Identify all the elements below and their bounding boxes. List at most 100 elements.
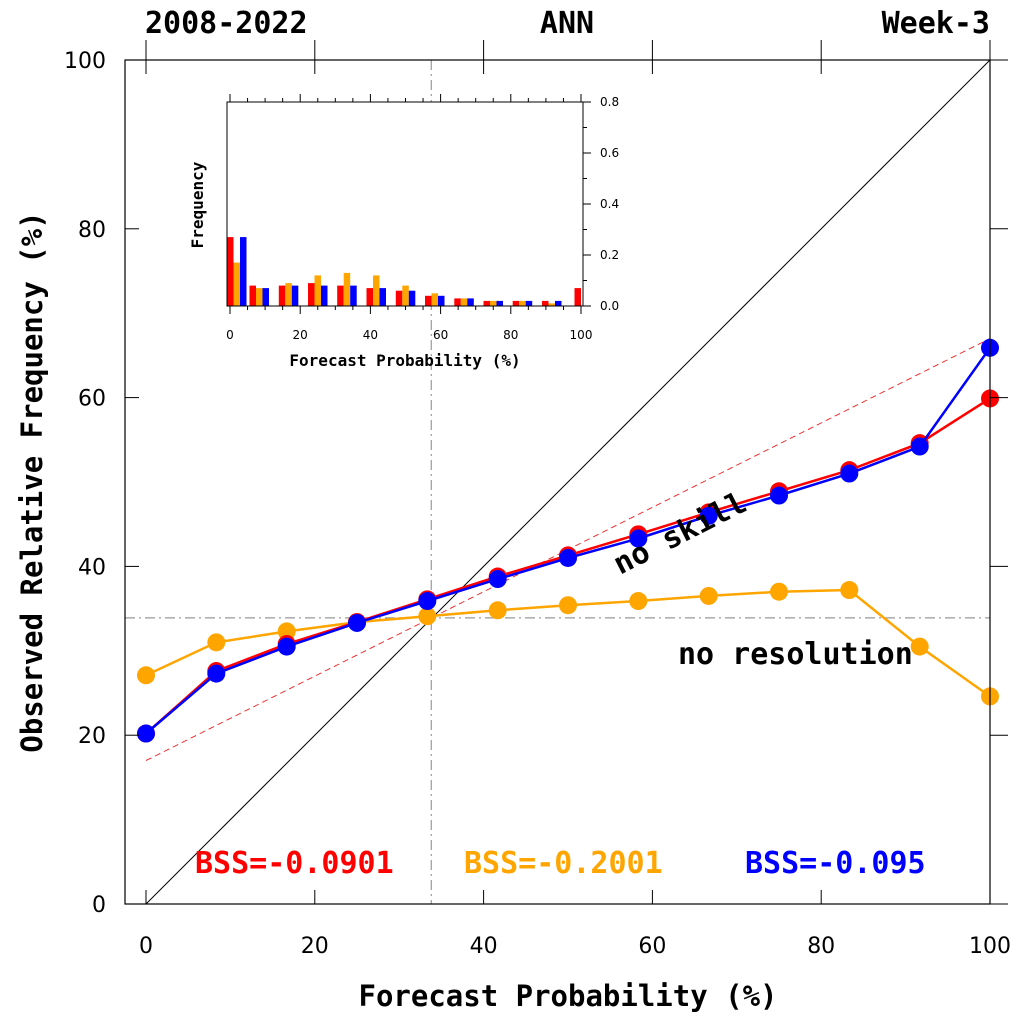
histogram-bar [337,285,344,306]
histogram-bar [343,272,351,306]
data-point [629,592,648,611]
histogram-bar [314,275,321,306]
inset-y-tick-label: 0.6 [600,146,619,160]
data-point [277,637,296,656]
data-point [699,586,718,605]
inset-bars [227,237,581,307]
histogram-bar [291,285,299,306]
header-right: Week-3 [882,6,990,41]
inset-x-axis-title: Forecast Probability (%) [289,351,520,370]
histogram-bar [519,300,526,306]
inset-background [227,102,583,306]
y-tick-label: 100 [64,49,106,74]
inset-x-tick-label: 100 [570,328,593,342]
bss-label-red: BSS=-0.0901 [195,846,394,881]
data-point [348,613,366,632]
data-point [418,592,437,611]
y-axis-title: Observed Relative Frequency (%) [15,211,49,752]
plot-frame [124,59,991,905]
histogram-bar [308,283,315,306]
histogram-bar [285,283,292,306]
data-point [418,607,437,626]
inset-y-tick-label: 0.2 [600,248,619,262]
histogram-bar [574,288,581,306]
histogram-bar [350,285,357,306]
histogram-bar [249,285,256,306]
data-point [137,724,155,743]
histogram-bar [227,237,234,306]
histogram-bar [460,298,468,306]
inset-x-tick-label: 0 [226,328,234,342]
inset-ticks: 0 20 40 60 80 100 0.0 0.2 0.4 0.6 0.8 [226,94,619,342]
data-point [840,581,859,600]
histogram-bar [373,275,380,306]
histogram-bar [366,288,373,306]
y-tick-label: 40 [78,555,106,580]
histogram-bar [402,285,409,306]
data-point [910,637,929,656]
x-tick-label: 60 [638,934,666,959]
data-point [207,664,226,683]
histogram-bar [454,298,461,306]
inset-y-tick-label: 0.4 [600,197,619,211]
data-point [629,529,648,548]
histogram-bar [490,300,497,306]
bss-label-orange: BSS=-0.2001 [464,846,663,881]
histogram-bar [496,300,503,306]
data-point [137,666,155,685]
histogram-bar [548,303,555,306]
data-point [559,548,577,567]
histogram-bar [512,300,520,306]
data-point [207,633,226,652]
x-tick-label: 0 [139,934,153,959]
histogram-bar [321,285,328,306]
histogram-bar [379,288,386,306]
series-line [145,347,992,735]
inset-y-tick-label: 0.8 [600,95,619,109]
histogram-bar [240,237,247,306]
bss-label-blue: BSS=-0.095 [745,846,926,881]
data-point [699,506,718,525]
histogram-bar [483,300,490,306]
axis-ticks: 0 20 40 60 80 100 0 20 40 60 80 100 [64,40,1011,959]
data-point [277,622,296,641]
perfect-reliability-line [145,59,991,905]
x-axis-title: Forecast Probability (%) [358,979,777,1013]
data-point [559,596,577,615]
histogram-bar [542,300,549,306]
data-point [488,570,507,589]
histogram-bar [278,285,286,306]
histogram-bar [467,298,474,306]
histogram-bar [425,295,432,306]
histogram-bar [233,262,240,306]
x-tick-label: 20 [301,934,329,959]
histogram-bar [395,290,403,306]
data-point [488,601,507,620]
inset-y-axis-title: Frequency [188,161,207,248]
x-tick-label: 40 [470,934,498,959]
no-resolution-label: no resolution [678,637,913,672]
header-left: 2008-2022 [145,6,308,41]
x-tick-label: 100 [969,934,1011,959]
header-center: ANN [540,6,594,41]
histogram-bar [431,293,438,307]
inset-x-tick-label: 40 [363,328,378,342]
histogram-bar [525,300,533,306]
y-tick-label: 60 [78,387,106,412]
data-point [840,464,859,483]
inset-x-tick-label: 60 [433,328,448,342]
inset-x-tick-label: 80 [503,328,518,342]
data-point [770,486,788,505]
inset-y-tick-label: 0.0 [600,299,619,313]
series-layer [137,338,999,743]
inset-histogram: 0 20 40 60 80 100 0.0 0.2 0.4 0.6 0.8 Forecast Pro… [188,94,619,370]
inset-x-tick-label: 20 [293,328,308,342]
data-point [770,582,788,601]
y-tick-label: 80 [78,218,106,243]
histogram-bar [262,288,269,306]
histogram-bar [555,300,562,306]
histogram-bar [408,290,416,306]
y-tick-label: 0 [92,893,106,918]
data-point [910,437,929,456]
